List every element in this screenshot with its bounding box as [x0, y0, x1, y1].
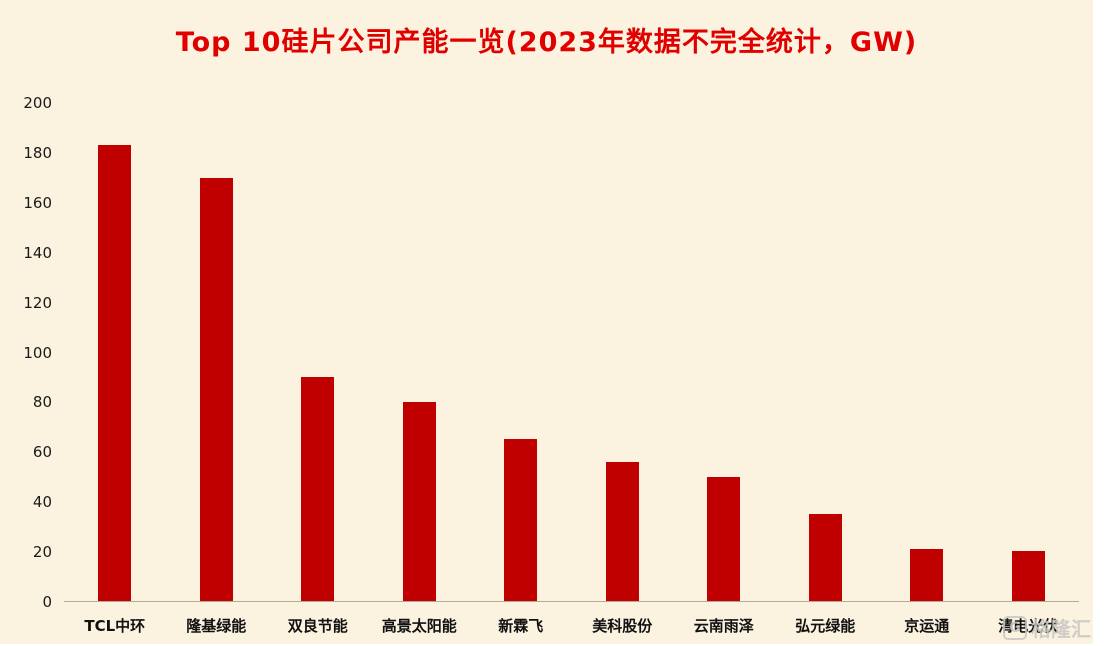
- x-tick-label: 高景太阳能: [381, 617, 457, 635]
- chart-title: Top 10硅片公司产能一览(2023年数据不完全统计，GW): [175, 27, 918, 58]
- bar-清电光伏: [1011, 551, 1045, 601]
- x-tick-label: TCL中环: [84, 617, 146, 635]
- bar-slot: [673, 103, 775, 601]
- bar-slot: [775, 103, 877, 601]
- gelonghui-logo-icon: G: [1003, 615, 1027, 640]
- bar-TCL中环: [98, 145, 132, 601]
- y-tick-label: 20: [32, 543, 52, 562]
- bar-双良节能: [301, 376, 335, 601]
- x-axis-labels: TCL中环 隆基绿能 双良节能 高景太阳能 新霖飞 美科股份 云南雨泽 弘元绿能 京运通 清电光伏: [64, 615, 1079, 636]
- y-tick-label: 40: [32, 493, 52, 512]
- x-tick-label: 云南雨泽: [693, 617, 754, 635]
- bar-slot: [978, 103, 1080, 601]
- bar-slot: [572, 103, 674, 601]
- x-tick-label: 双良节能: [287, 617, 348, 635]
- x-tick-label: 清电光伏: [998, 617, 1059, 635]
- x-tick-label: 京运通: [904, 617, 950, 635]
- y-tick-label: 120: [23, 293, 52, 312]
- y-tick-label: 200: [23, 94, 52, 112]
- bar-弘元绿能: [808, 513, 842, 601]
- bar-美科股份: [605, 461, 639, 601]
- bar-slot: [64, 103, 166, 601]
- y-tick-label: 160: [23, 193, 52, 212]
- y-tick-label: 140: [23, 243, 52, 262]
- watermark-text: 格隆汇: [1031, 617, 1091, 641]
- y-axis: 0 20 40 60 80 100 120 140 160 180 200: [12, 94, 60, 611]
- y-tick-label: 100: [23, 343, 52, 362]
- bar-slot: [470, 103, 572, 601]
- y-tick-label: 80: [32, 393, 52, 412]
- y-tick-label: 60: [32, 443, 52, 462]
- bar-新霖飞: [504, 439, 538, 601]
- x-tick-label: 新霖飞: [498, 617, 544, 635]
- plot-area: [64, 103, 1079, 602]
- watermark: G 格隆汇: [1003, 613, 1091, 642]
- bar-slot: [369, 103, 471, 601]
- bar-云南雨泽: [707, 476, 741, 601]
- x-tick-label: 美科股份: [592, 617, 653, 635]
- bar-隆基绿能: [199, 177, 233, 601]
- y-tick-label: 180: [23, 143, 52, 162]
- bar-slot: [267, 103, 369, 601]
- bar-高景太阳能: [402, 401, 436, 601]
- bar-京运通: [910, 548, 944, 601]
- bar-slot: [166, 103, 268, 601]
- bar-chart: 0 20 40 60 80 100 120 140 160 180 200: [12, 94, 1079, 611]
- x-tick-label: 弘元绿能: [795, 617, 856, 635]
- y-tick-label: 0: [42, 593, 52, 611]
- x-tick-label: 隆基绿能: [186, 617, 247, 635]
- bar-slot: [876, 103, 978, 601]
